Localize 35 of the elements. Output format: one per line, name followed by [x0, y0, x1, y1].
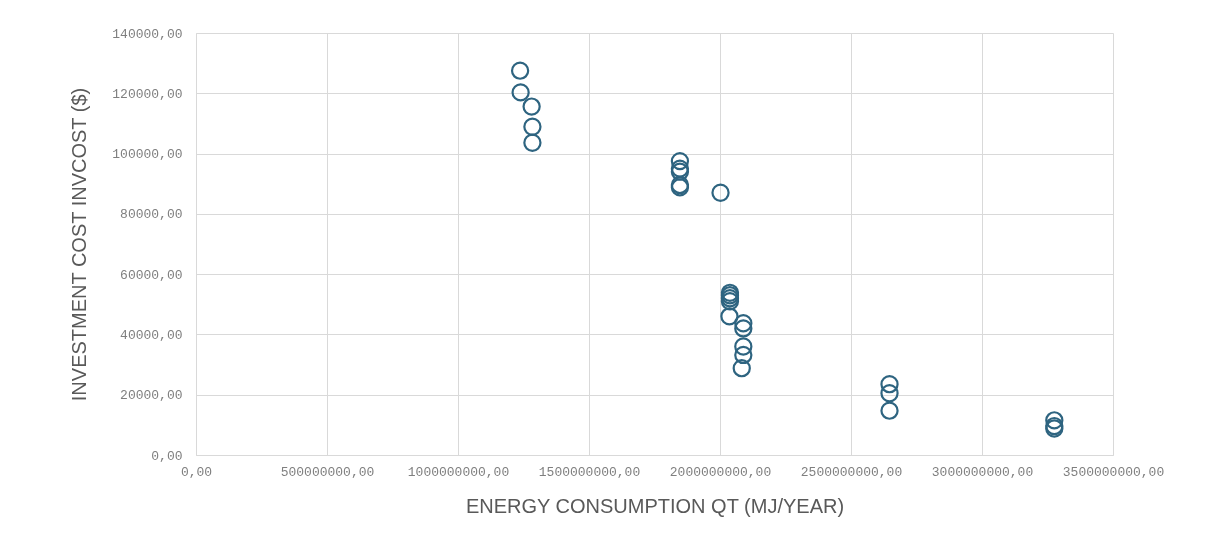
point — [880, 375, 899, 394]
y-tick-label: 40000,00 — [120, 327, 183, 343]
point — [522, 97, 541, 116]
x-tick-label: 500000000,00 — [280, 464, 375, 480]
x-tick-label: 3000000000,00 — [931, 464, 1034, 480]
point — [732, 359, 751, 378]
x-tick-label: 1500000000,00 — [538, 464, 641, 480]
point — [523, 117, 542, 136]
x-tick-label: 3500000000,00 — [1062, 464, 1165, 480]
point — [734, 337, 753, 356]
point — [880, 401, 899, 420]
x-tick-label: 1000000000,00 — [407, 464, 510, 480]
point — [711, 183, 730, 202]
y-tick-label: 80000,00 — [120, 207, 183, 223]
point — [734, 314, 753, 333]
y-tick-label: 100000,00 — [112, 147, 183, 163]
x-axis-title: ENERGY CONSUMPTION QT (MJ/YEAR) — [465, 494, 845, 517]
x-tick-label: 2500000000,00 — [800, 464, 903, 480]
y-tick-label: 120000,00 — [112, 86, 183, 102]
x-tick-label: 0,00 — [180, 464, 213, 480]
point — [1045, 411, 1064, 430]
y-tick-label: 20000,00 — [120, 388, 183, 404]
point — [880, 384, 899, 403]
point — [523, 133, 542, 152]
point — [734, 319, 753, 338]
y-tick-label: 0,00 — [151, 448, 183, 464]
point — [511, 83, 530, 102]
point — [734, 345, 753, 365]
x-tick-label: 2000000000,00 — [669, 464, 772, 480]
y-tick-label: 140000,00 — [112, 26, 183, 42]
y-tick-label: 60000,00 — [120, 267, 183, 283]
y-axis-title: INVESTMENT COST INVCOST ($) — [68, 87, 91, 402]
point — [510, 61, 530, 80]
point — [670, 151, 690, 171]
point — [720, 307, 739, 326]
